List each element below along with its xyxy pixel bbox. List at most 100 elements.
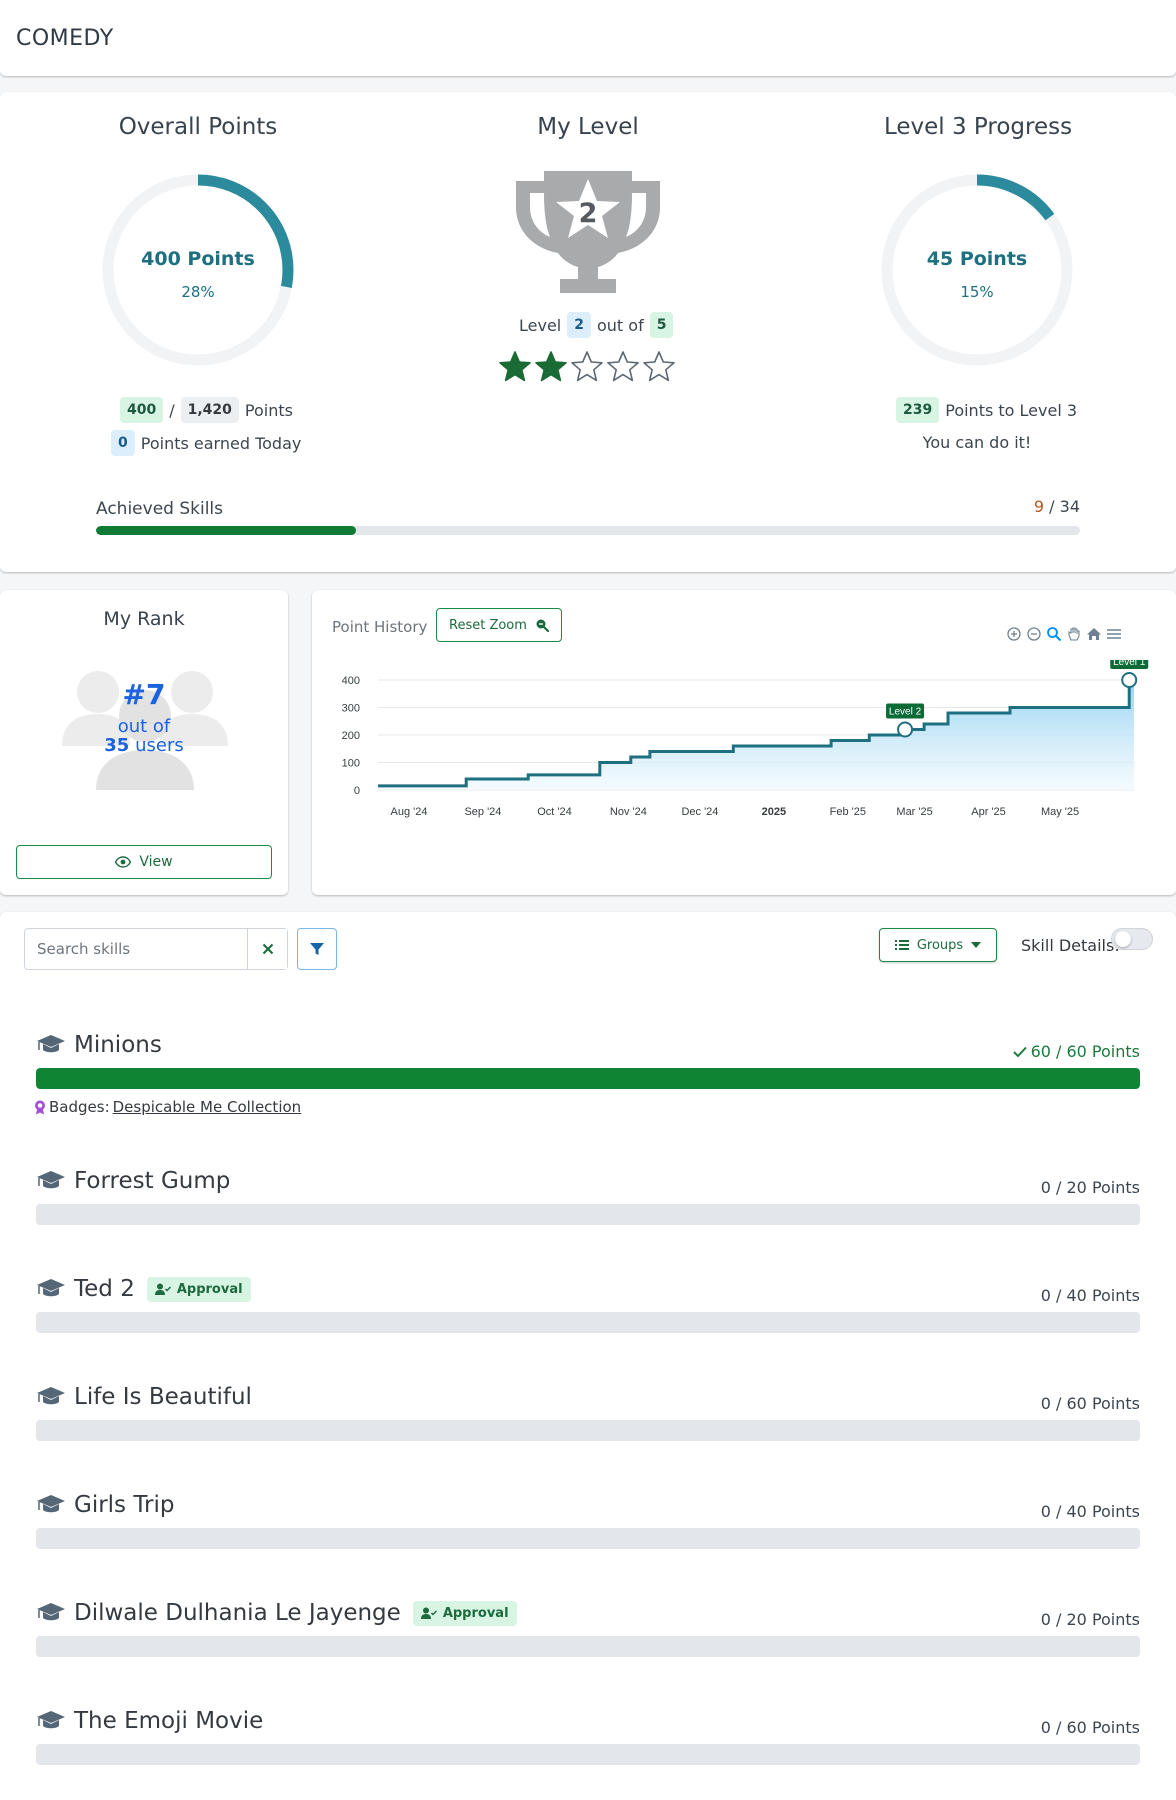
graduation-cap-icon (36, 1278, 66, 1300)
chart-menu-icon[interactable] (1106, 626, 1122, 642)
point-history-line (378, 678, 1134, 788)
skill-row[interactable]: Ted 2 Approval 0 / 40 Points (36, 1276, 1140, 1366)
skill-progress-bar (36, 1420, 1140, 1441)
eye-icon (115, 856, 132, 868)
chart-zoom-out-icon[interactable] (1026, 626, 1042, 642)
skill-row[interactable]: Life Is Beautiful 0 / 60 Points (36, 1384, 1140, 1474)
my-rank-title: My Rank (103, 608, 185, 630)
badges-label: Badges: (49, 1098, 110, 1116)
skill-row[interactable]: Girls Trip 0 / 40 Points (36, 1492, 1140, 1582)
chart-zoom-in-icon[interactable] (1006, 626, 1022, 642)
graduation-cap-icon (36, 1710, 66, 1732)
point-history-chart[interactable]: 0 100 200 300 400 Aug '24 Sep '24 Oct '24 Nov '… (312, 660, 1176, 890)
page-title: COMEDY (16, 26, 114, 51)
approval-badge: Approval (146, 1276, 251, 1302)
overall-points-title: Overall Points (118, 114, 278, 140)
x-tick-label: May '25 (1041, 806, 1079, 818)
skill-points: 0 / 60 Points (1041, 1394, 1140, 1413)
points-remaining-label: Points to Level 3 (945, 400, 1078, 420)
level-word: Level (519, 315, 562, 335)
graduation-cap-icon (36, 1602, 66, 1624)
view-rank-label: View (139, 854, 173, 870)
chart-reset-home-icon[interactable] (1086, 626, 1102, 642)
earned-points-badge: 400 (120, 397, 164, 423)
overview-card: Overall Points 400 Points 28% 400 / 1,42… (0, 92, 1176, 572)
point-history-card: Point History Reset Zoom 0 100 200 300 400 A… (312, 590, 1176, 895)
current-level-badge: 2 (567, 312, 591, 338)
skill-name[interactable]: Dilwale Dulhania Le Jayenge (74, 1600, 401, 1626)
skill-points-text: 60 / 60 Points (1030, 1042, 1140, 1061)
y-tick-label: 100 (342, 758, 360, 770)
check-icon (1012, 1046, 1027, 1057)
trophy-icon: 2 (516, 171, 660, 293)
chart-x-axis: Aug '24 Sep '24 Oct '24 Nov '24 Dec '24 2025 F… (391, 806, 1080, 818)
list-icon (894, 940, 909, 950)
chart-pan-icon[interactable] (1066, 626, 1082, 642)
skill-header: Minions (36, 1032, 162, 1058)
graduation-cap-icon (36, 1386, 66, 1408)
skill-row[interactable]: Minions 60 / 60 Points Badges: Despicable M… (34, 1032, 1140, 1122)
approval-label: Approval (442, 1605, 509, 1621)
skill-name[interactable]: Minions (74, 1032, 162, 1058)
clear-search-button[interactable] (247, 929, 287, 969)
achieved-skills-label: Achieved Skills (96, 499, 224, 519)
skill-name[interactable]: Girls Trip (74, 1492, 175, 1518)
skill-details-label: Skill Details: (1021, 936, 1120, 955)
y-tick-label: 200 (342, 730, 360, 742)
chart-annotations: Level 2 Level 1 (886, 660, 1149, 738)
groups-dropdown-button[interactable]: Groups (879, 928, 997, 962)
reset-zoom-button[interactable]: Reset Zoom (436, 608, 562, 642)
skill-row[interactable]: The Emoji Movie 0 / 60 Points (36, 1708, 1140, 1798)
skill-row[interactable]: Dilwale Dulhania Le Jayenge Approval 0 / 2… (36, 1600, 1140, 1690)
skill-name[interactable]: Life Is Beautiful (74, 1384, 252, 1410)
award-icon (35, 1100, 45, 1114)
badge-link[interactable]: Despicable Me Collection (112, 1098, 302, 1116)
points-today-summary: 0 Points earned Today (111, 430, 301, 456)
chart-selection-zoom-icon[interactable] (1046, 626, 1062, 642)
skill-points-text: 0 / 60 Points (1040, 1718, 1140, 1737)
view-rank-button[interactable]: View (16, 845, 272, 879)
star-filled-icon (498, 350, 532, 386)
skill-points: 0 / 40 Points (1041, 1286, 1140, 1305)
x-tick-label: Nov '24 (610, 806, 647, 818)
chart-toolbar (1006, 626, 1122, 642)
point-history-title: Point History (332, 618, 428, 636)
skill-badges: Badges: Despicable Me Collection (34, 1098, 301, 1116)
annotation-marker (897, 721, 914, 738)
points-today-badge: 0 (111, 430, 135, 456)
overall-points-ring-graphic (102, 174, 294, 366)
achieved-skills-separator: / (1049, 497, 1055, 516)
x-tick-label: Apr '25 (971, 806, 1006, 818)
graduation-cap-icon (36, 1494, 66, 1516)
out-of-word: out of (596, 315, 644, 335)
users-icon (62, 671, 228, 790)
skill-name[interactable]: Forrest Gump (74, 1168, 231, 1194)
skill-progress-bar (36, 1636, 1140, 1657)
user-check-icon (420, 1607, 437, 1619)
filter-button[interactable] (297, 928, 337, 970)
skill-name[interactable]: The Emoji Movie (74, 1708, 264, 1734)
level-progress-ring: 45 Points 15% (877, 170, 1077, 370)
filter-icon (310, 943, 324, 955)
points-separator: / (169, 400, 175, 420)
rank-total-users: 35 (104, 735, 130, 756)
skill-row[interactable]: Forrest Gump 0 / 20 Points (36, 1168, 1140, 1258)
search-group (24, 928, 288, 970)
y-tick-label: 0 (354, 785, 360, 797)
level-stars (498, 350, 676, 386)
x-tick-label: Sep '24 (464, 806, 501, 818)
search-skills-input[interactable] (25, 929, 247, 969)
rank-users-count: 35 users (0, 736, 288, 756)
x-tick-label: Dec '24 (681, 806, 718, 818)
approval-badge: Approval (412, 1600, 517, 1626)
skill-header: Life Is Beautiful (36, 1384, 252, 1410)
x-tick-label: 2025 (762, 806, 786, 818)
encouragement-text: You can do it! (922, 433, 1032, 452)
level-progress-title: Level 3 Progress (883, 114, 1073, 140)
star-empty-icon (570, 350, 604, 386)
skill-details-toggle[interactable] (1111, 928, 1153, 950)
skills-card: Groups Skill Details: Minions 60 / 60 Poi… (0, 912, 1176, 1800)
skill-points-text: 0 / 20 Points (1040, 1610, 1140, 1629)
skill-name[interactable]: Ted 2 (74, 1276, 135, 1302)
page-header: COMEDY (0, 0, 1176, 76)
